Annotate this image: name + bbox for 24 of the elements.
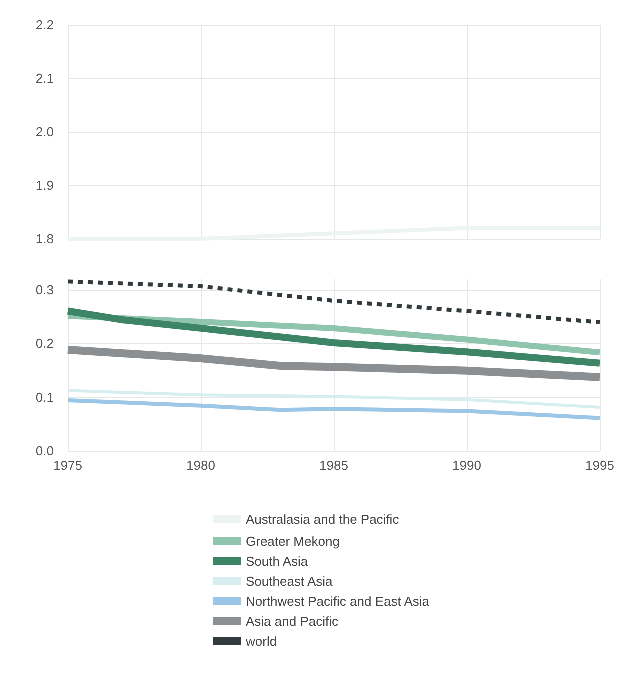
y-tick-label: 2.1	[36, 71, 54, 86]
y-tick-label: 2.0	[36, 124, 54, 140]
line-series	[66, 280, 602, 325]
x-tick-label: 1975	[54, 458, 82, 473]
line-series	[66, 389, 602, 409]
y-tick-label: 1.9	[36, 178, 54, 193]
y-tick-label: 0.0	[36, 444, 54, 458]
legend-label: Southeast Asia	[246, 574, 334, 589]
line-series	[66, 398, 602, 420]
legend-label: Asia and Pacific	[246, 614, 339, 629]
x-tick-label: 1995	[586, 458, 614, 473]
legend-label: world	[245, 634, 278, 649]
x-tick-label: 1980	[186, 458, 216, 473]
legend-label: Australasia and the Pacific	[246, 512, 400, 527]
legend-label: South Asia	[246, 554, 309, 569]
y-tick-label: 0.2	[36, 336, 54, 351]
x-tick-label: 1990	[452, 458, 482, 473]
legend-label: Northwest Pacific and East Asia	[246, 594, 430, 609]
legend-label: Greater Mekong	[246, 534, 340, 549]
y-tick-label: 0.1	[36, 390, 54, 405]
x-tick-label: 1985	[320, 458, 348, 473]
y-tick-label: 1.8	[36, 232, 54, 246]
y-tick-label: 2.2	[36, 18, 54, 32]
y-tick-label: 0.3	[36, 282, 54, 298]
